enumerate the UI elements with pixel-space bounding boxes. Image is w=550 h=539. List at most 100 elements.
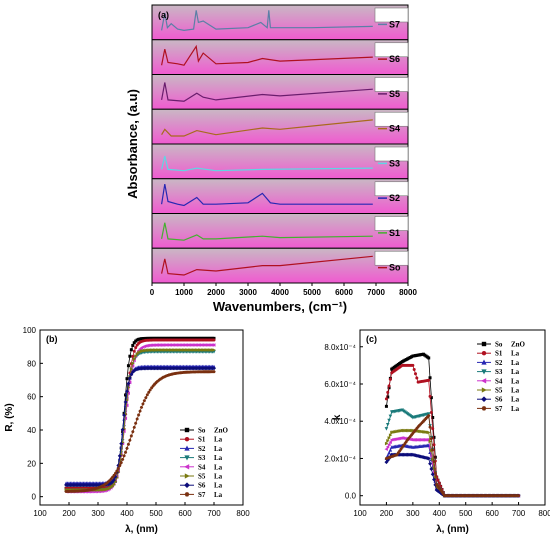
data-point-S6 xyxy=(430,472,435,477)
legend-marker-S3 xyxy=(184,455,190,461)
data-point-So xyxy=(428,376,432,380)
data-point-S7 xyxy=(144,396,148,400)
legend-box xyxy=(374,216,409,231)
data-point-S6 xyxy=(117,453,122,458)
x-tick-label: 600 xyxy=(485,509,499,518)
data-point-S4 xyxy=(395,437,399,441)
series-line-S7 xyxy=(161,10,373,32)
data-point-S7 xyxy=(428,425,432,429)
data-point-S6 xyxy=(119,441,124,446)
data-point-S4 xyxy=(396,436,400,441)
y-tick-label: 0.0 xyxy=(345,492,357,501)
y-axis-title: Absorbance, (a.u) xyxy=(125,89,140,199)
series-line-S5 xyxy=(161,82,373,102)
series-line-S6 xyxy=(386,454,519,497)
x-tick-label: 200 xyxy=(62,509,76,518)
legend-dopant-S4: La xyxy=(214,463,223,471)
legend-label-S2: S2 xyxy=(389,193,400,203)
legend-dopant-S2: La xyxy=(214,445,223,453)
data-point-S4 xyxy=(409,437,414,442)
data-point-S7 xyxy=(141,402,145,406)
x-axis-title: λ, (nm) xyxy=(125,524,158,535)
legend-label-S5: S5 xyxy=(198,473,206,481)
data-point-S7 xyxy=(126,442,131,446)
x-tick-label: 400 xyxy=(433,509,447,518)
data-point-S1 xyxy=(427,378,431,382)
y-tick-label: 6.0x10⁻⁴ xyxy=(324,380,356,389)
legend-label-S2: S2 xyxy=(495,359,503,367)
x-tick-label: 500 xyxy=(149,509,163,518)
data-point-S6 xyxy=(428,461,432,466)
y-tick-label: 0 xyxy=(32,493,37,502)
data-point-S7 xyxy=(134,421,138,425)
strip-So: So xyxy=(151,247,409,284)
data-point-S1 xyxy=(414,372,417,376)
data-point-S7 xyxy=(516,494,521,498)
x-tick-label: 400 xyxy=(120,509,134,518)
data-point-S1 xyxy=(388,377,392,381)
data-point-S7 xyxy=(115,469,119,473)
legend-label-S6: S6 xyxy=(389,54,400,64)
data-point-S5 xyxy=(129,367,134,372)
data-point-S3 xyxy=(384,427,389,431)
data-point-S4 xyxy=(387,442,391,447)
legend-dopant-S4: La xyxy=(511,377,520,385)
x-tick-label: 300 xyxy=(406,509,420,518)
y-axis-title: k xyxy=(332,414,343,420)
legend-dopant-S2: La xyxy=(511,359,520,367)
x-tick-label: 6000 xyxy=(335,288,353,297)
data-point-S4 xyxy=(130,364,135,368)
x-tick-label: 100 xyxy=(33,509,47,518)
data-point-S4 xyxy=(212,343,216,347)
data-point-S5 xyxy=(134,354,138,358)
data-point-S1 xyxy=(411,363,415,367)
data-point-S4 xyxy=(385,445,390,449)
series-S7 xyxy=(64,370,216,493)
legend-box xyxy=(374,77,409,92)
strip-S5: S5 xyxy=(151,74,409,110)
data-point-S7 xyxy=(123,450,128,454)
data-point-S5 xyxy=(132,357,137,361)
panel-b: 100 200 300 400 500 600 700 800 0 20 40 60 80 100 (b) λ… xyxy=(4,326,250,535)
data-point-S6 xyxy=(112,478,116,482)
data-point-So xyxy=(128,354,132,358)
legend-box xyxy=(374,146,409,162)
series-line-S3 xyxy=(161,155,373,172)
legend-dopant-S1: La xyxy=(511,350,520,358)
data-point-S5 xyxy=(428,439,432,444)
panel-label: (b) xyxy=(46,334,58,344)
strip-background xyxy=(151,108,409,145)
data-point-S4 xyxy=(392,437,396,442)
data-point-S4 xyxy=(399,436,403,441)
data-point-S3 xyxy=(385,422,390,427)
data-point-S5 xyxy=(212,348,216,352)
legend-marker-S2 xyxy=(184,445,190,451)
data-point-S7 xyxy=(139,406,144,409)
y-tick-label: 40 xyxy=(27,426,36,435)
data-point-S1 xyxy=(436,478,440,482)
y-tick-label: 2.0x10⁻⁴ xyxy=(324,454,356,463)
legend-dopant-S6: La xyxy=(214,482,223,490)
data-point-S6 xyxy=(432,477,436,482)
data-point-S7 xyxy=(429,437,433,440)
data-point-S4 xyxy=(126,391,130,396)
panel-a: S7 S6 S5 S4 S3 S2 S1 So (a) 0 1000 2000 3000 4000 5000… xyxy=(125,4,417,314)
legend-marker-So xyxy=(184,427,190,433)
data-point-S5 xyxy=(432,466,436,471)
data-point-So xyxy=(125,377,129,381)
legend-label-So: So xyxy=(198,427,206,435)
legend-label-S3: S3 xyxy=(198,454,206,462)
legend-label-So: So xyxy=(389,263,401,273)
legend-dopant-S7: La xyxy=(214,491,223,499)
legend-dopant-S1: La xyxy=(214,436,223,444)
data-point-S1 xyxy=(387,384,391,388)
y-tick-label: 80 xyxy=(27,359,36,368)
legend-dopant-So: ZnO xyxy=(511,341,526,349)
data-point-S1 xyxy=(437,481,441,485)
legend-box xyxy=(374,181,409,197)
legend-dopant-S3: La xyxy=(214,454,223,462)
legend-marker-S2 xyxy=(481,359,487,365)
series-line-S6 xyxy=(161,44,373,66)
data-point-S7 xyxy=(116,467,120,470)
